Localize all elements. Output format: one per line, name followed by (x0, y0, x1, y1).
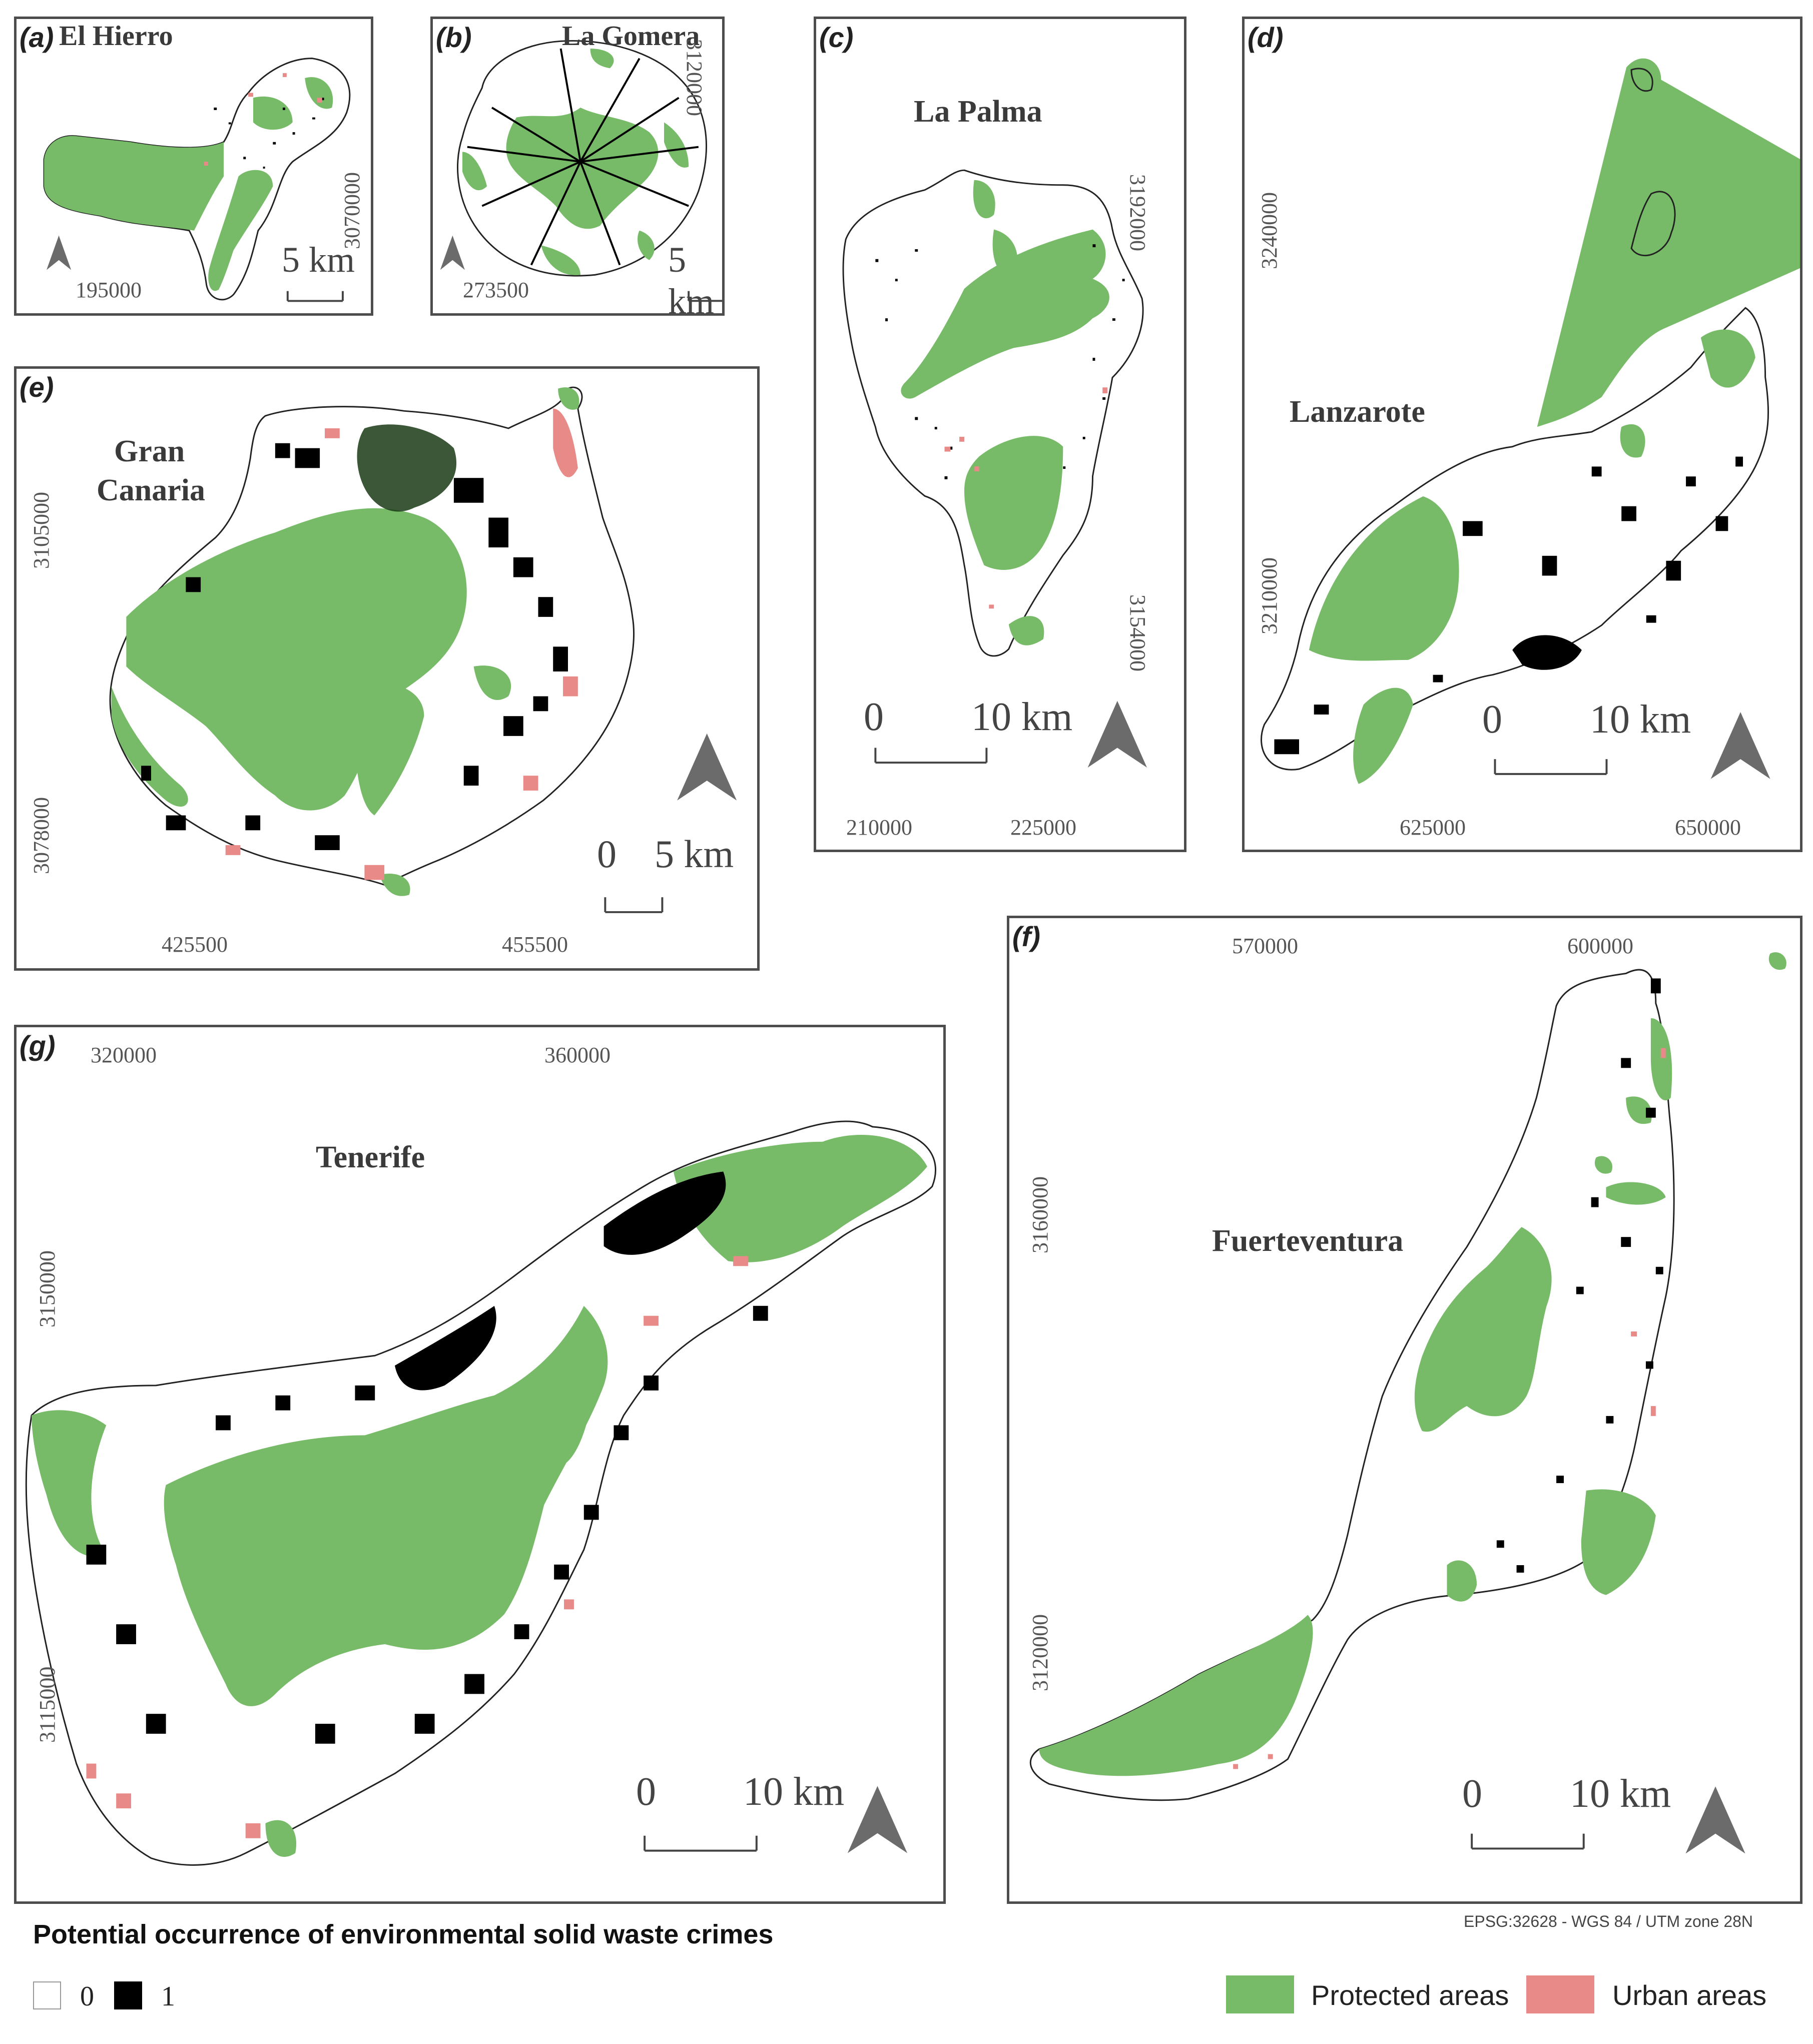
map-panel-la-gomera: (b) La Gomera 273500 3120000 5 km (430, 17, 725, 316)
fuerteventura-map (1029, 952, 1786, 1854)
north-arrow-icon (440, 235, 465, 270)
x-tick-label: 273500 (463, 278, 529, 302)
y-tick-label: 3192000 (1125, 174, 1150, 251)
legend-label-0: 0 (80, 1981, 94, 2012)
y-tick-label: 3240000 (1257, 192, 1282, 269)
x-tick-label: 225000 (1010, 815, 1076, 840)
island-name: La Palma (914, 95, 1042, 129)
x-tick-label: 425500 (162, 932, 228, 957)
x-tick-label: 360000 (544, 1043, 611, 1067)
x-tick-label: 625000 (1400, 815, 1466, 840)
y-tick-label: 3150000 (35, 1250, 60, 1327)
y-tick-label: 3115000 (35, 1666, 60, 1743)
panel-label: (b) (436, 22, 472, 53)
legend-swatch-protected (1226, 1975, 1294, 2013)
north-arrow-icon (1710, 712, 1770, 779)
y-tick-label: 3120000 (682, 39, 707, 116)
legend-swatch-urban (1526, 1975, 1594, 2013)
x-tick-label: 195000 (76, 278, 142, 302)
map-panel-lanzarote: (d) Lanzarote 625000 650000 3240000 3210… (1242, 17, 1802, 852)
x-tick-label: 320000 (91, 1043, 157, 1067)
north-arrow-icon (847, 1786, 908, 1853)
y-tick-label: 3070000 (340, 172, 364, 249)
legend-label-1: 1 (161, 1981, 175, 2012)
legend-swatch-0 (33, 1981, 61, 2009)
scale-label: 10 km (971, 695, 1073, 739)
map-panel-gran-canaria: (e) Gran Canaria 425500 455500 3105000 3… (14, 366, 760, 971)
map-panel-el-hierro: (a) El Hierro 195000 3070000 5 km (14, 17, 373, 316)
north-arrow-icon (1685, 1786, 1745, 1854)
x-tick-label: 210000 (846, 815, 912, 840)
crs-note: EPSG:32628 - WGS 84 / UTM zone 28N (1464, 1912, 1753, 1930)
island-name-line1: Gran (114, 434, 185, 468)
north-arrow-icon (677, 733, 737, 801)
legend-label-protected: Protected areas (1311, 1979, 1509, 2011)
y-tick-label: 3154000 (1125, 594, 1150, 671)
scale-zero-label: 0 (636, 1770, 656, 1814)
legend-label-urban: Urban areas (1612, 1979, 1767, 2011)
y-tick-label: 3078000 (29, 797, 54, 874)
scale-label: 5 km (668, 240, 715, 316)
scale-label: 5 km (282, 240, 355, 280)
island-name: La Gomera (562, 21, 700, 52)
y-tick-label: 3210000 (1257, 557, 1282, 634)
scale-label: 10 km (1570, 1772, 1671, 1816)
la-palma-map (842, 169, 1147, 768)
scale-label: 5 km (655, 832, 734, 876)
x-tick-label: 650000 (1675, 815, 1741, 840)
tenerife-map (25, 1120, 936, 1866)
lanzarote-map (1261, 58, 1800, 784)
y-tick-label: 3105000 (29, 492, 54, 569)
island-name: Tenerife (316, 1140, 425, 1174)
panel-label: (f) (1012, 921, 1040, 952)
island-name: Fuerteventura (1212, 1224, 1404, 1258)
legend-swatch-1 (114, 1981, 142, 2009)
map-panel-la-palma: (c) La Palma 210000 225000 3192000 31540… (814, 17, 1186, 852)
island-name-line2: Canaria (97, 473, 205, 507)
gran-canaria-map (109, 386, 737, 913)
y-tick-label: 3160000 (1028, 1176, 1052, 1253)
scale-zero-label: 0 (1482, 698, 1502, 742)
scale-label: 10 km (743, 1770, 845, 1814)
island-name: Lanzarote (1290, 395, 1425, 429)
scale-zero-label: 0 (1462, 1772, 1482, 1816)
north-arrow-icon (1087, 701, 1147, 768)
map-panel-fuerteventura: (f) Fuerteventura 570000 600000 3160000 … (1007, 916, 1802, 1904)
panel-label: (d) (1248, 22, 1284, 53)
panel-label: (g) (20, 1030, 56, 1061)
y-tick-label: 3120000 (1028, 1614, 1052, 1691)
x-tick-label: 570000 (1232, 934, 1298, 958)
map-panel-tenerife: (g) Tenerife 320000 360000 3150000 31150… (14, 1025, 946, 1904)
north-arrow-icon (47, 235, 72, 270)
panel-label: (e) (20, 371, 54, 403)
panel-label: (a) (20, 22, 54, 53)
x-tick-label: 455500 (502, 932, 568, 957)
x-tick-label: 600000 (1567, 934, 1633, 958)
scale-zero-label: 0 (597, 832, 617, 876)
el-hierro-map (43, 58, 351, 302)
la-gomera-map (440, 40, 722, 302)
island-name: El Hierro (59, 21, 173, 52)
panel-label: (c) (819, 22, 854, 53)
legend-title: Potential occurrence of environmental so… (33, 1919, 774, 1949)
scale-label: 10 km (1590, 698, 1691, 742)
scale-zero-label: 0 (864, 695, 884, 739)
